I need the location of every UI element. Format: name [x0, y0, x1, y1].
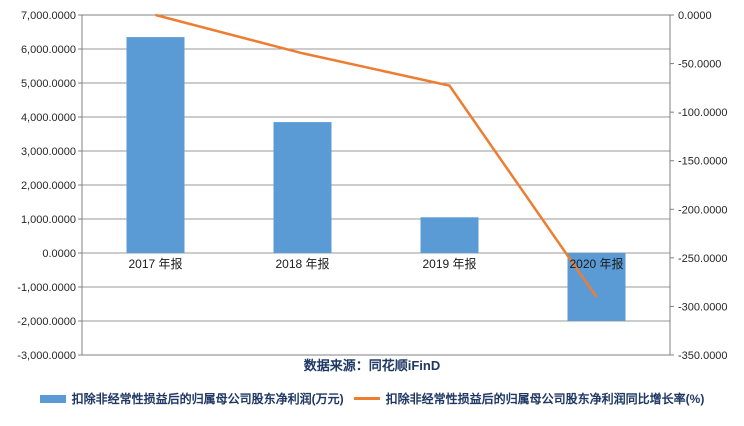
- left-axis-tick-label: 4,000.0000: [21, 112, 76, 124]
- legend-label-growth-rate: 扣除非经常性损益后的归属母公司股东净利润同比增长率(%): [385, 392, 705, 406]
- chart-legend: 扣除非经常性损益后的归属母公司股东净利润(万元) 扣除非经常性损益后的归属母公司…: [0, 390, 744, 407]
- line-series-swatch-icon: [353, 397, 380, 400]
- legend-item-growth-rate: 扣除非经常性损益后的归属母公司股东净利润同比增长率(%): [353, 390, 705, 407]
- plot-border: [81, 14, 671, 356]
- left-axis-tick-label: 6,000.0000: [21, 44, 76, 56]
- left-axis-tick-label: 5,000.0000: [21, 78, 76, 90]
- left-axis-tick-label: 3,000.0000: [21, 146, 76, 158]
- x-axis-category-label: 2018 年报: [275, 256, 329, 271]
- right-axis-tick-label: -350.0000: [678, 350, 728, 362]
- x-axis-category-label: 2019 年报: [422, 256, 476, 271]
- bar-2020 年报: [567, 253, 626, 321]
- left-axis-tick-label: 1,000.0000: [21, 214, 76, 226]
- combo-chart: 7,000.0000 6,000.0000 5,000.0000 4,000.0000…: [17, 10, 728, 362]
- bar-2019 年报: [420, 217, 479, 253]
- bar-2017 年报: [126, 37, 185, 253]
- bar-series-swatch-icon: [39, 394, 66, 403]
- right-axis-tick-label: 0.0000: [678, 10, 712, 22]
- left-axis-tick-label: -2,000.0000: [17, 316, 76, 328]
- right-axis-tick-label: -200.0000: [678, 204, 728, 216]
- left-axis-tick-label: 2,000.0000: [21, 180, 76, 192]
- bar-2018 年报: [273, 122, 332, 253]
- x-axis-category-label: 2020 年报: [569, 256, 623, 271]
- legend-label-net-profit: 扣除非经常性损益后的归属母公司股东净利润(万元): [71, 392, 344, 406]
- right-axis-tick-label: -150.0000: [678, 156, 728, 168]
- legend-item-net-profit: 扣除非经常性损益后的归属母公司股东净利润(万元): [39, 390, 344, 407]
- right-axis-tick-label: -50.0000: [678, 59, 721, 71]
- left-axis-tick-label: 7,000.0000: [21, 10, 76, 22]
- right-axis-tick-label: -300.0000: [678, 301, 728, 313]
- data-source-label: 数据来源：同花顺iFinD: [303, 358, 441, 373]
- growth-rate-line: [155, 13, 598, 298]
- left-axis-tick-label: -1,000.0000: [17, 282, 76, 294]
- right-axis-tick-label: -100.0000: [678, 107, 728, 119]
- right-axis-tick-label: -250.0000: [678, 253, 728, 265]
- left-axis-tick-label: 0.0000: [42, 248, 76, 260]
- x-axis-category-label: 2017 年报: [128, 256, 182, 271]
- left-axis-tick-label: -3,000.0000: [17, 350, 76, 362]
